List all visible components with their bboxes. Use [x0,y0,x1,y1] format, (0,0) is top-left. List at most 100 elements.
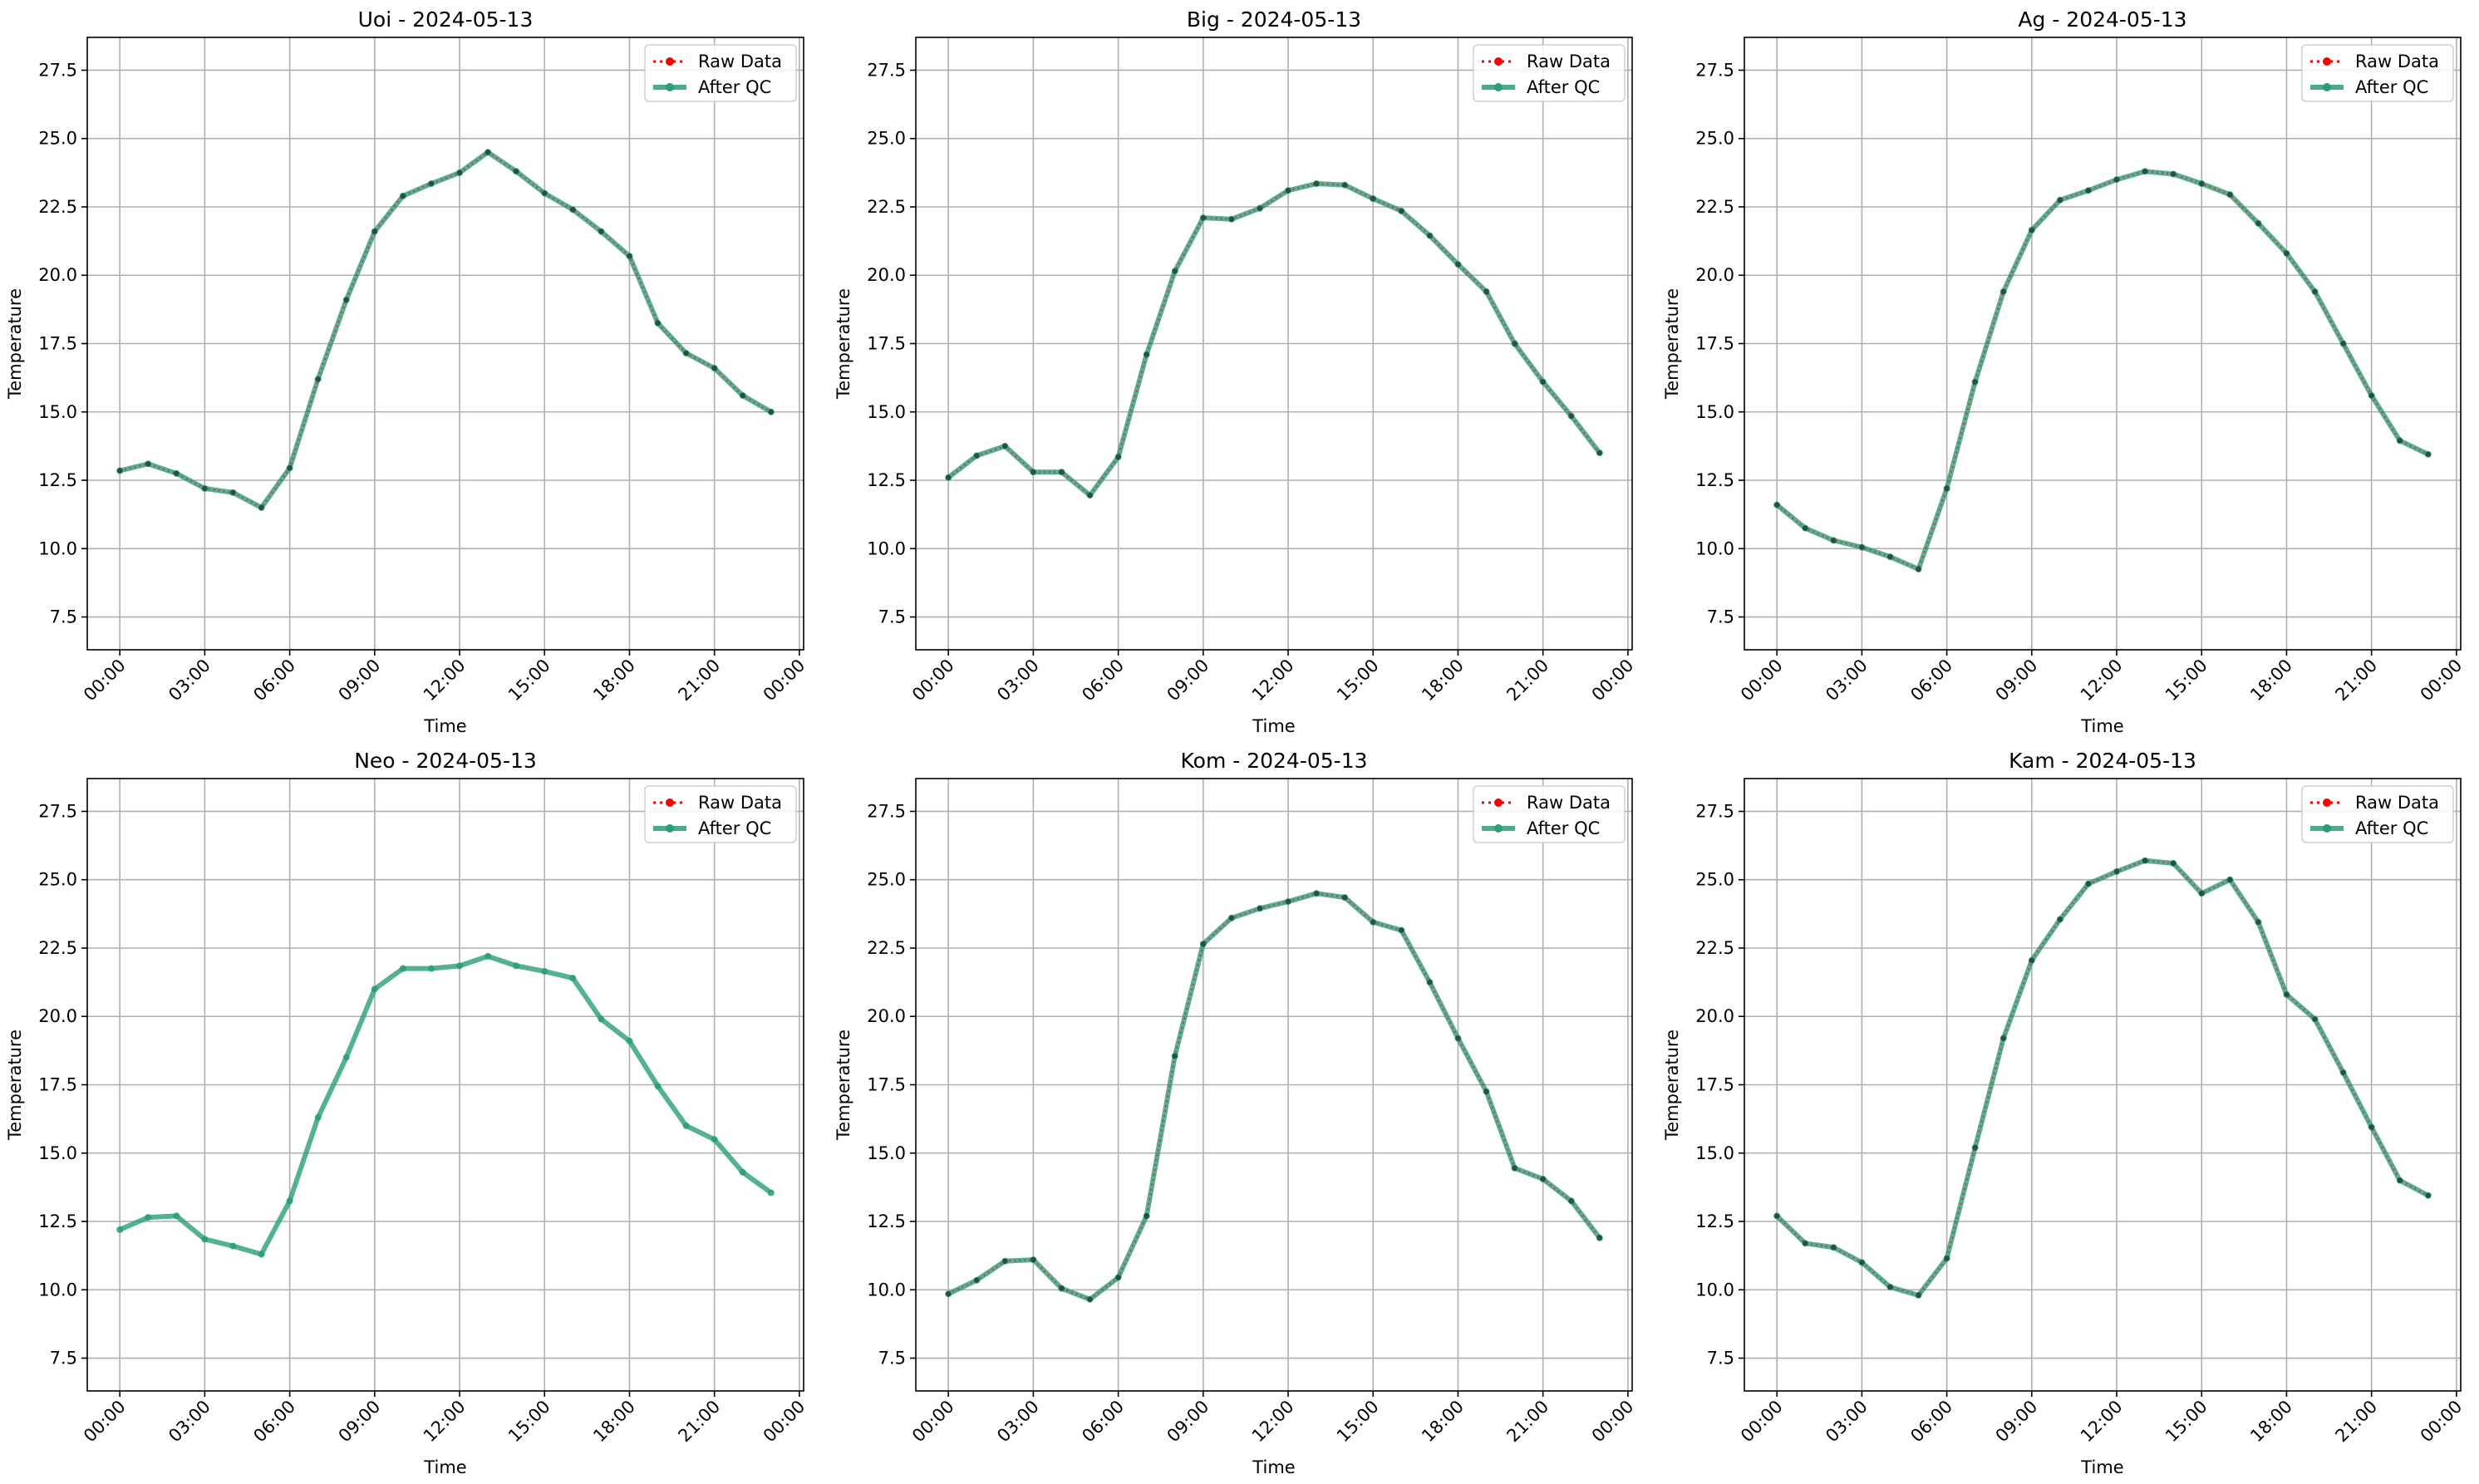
x-tick-label: 00:00 [80,1397,130,1447]
legend-raw-data-marker [1494,799,1503,807]
raw-data-point [1399,208,1404,214]
plot-area [1773,168,2432,572]
y-tick-label: 17.5 [867,1075,906,1095]
raw-data-point [2312,1016,2318,1022]
y-tick-label: 15.0 [867,1143,906,1163]
y-tick-label: 10.0 [867,538,906,558]
raw-data-point [1944,485,1950,492]
raw-data-point [2255,220,2261,226]
raw-data-point [570,207,576,213]
y-tick-label: 27.5 [1695,801,1734,821]
raw-data-point [1087,492,1093,499]
raw-data-point [945,474,952,480]
raw-data-point [2397,1177,2403,1183]
y-tick-label: 12.5 [1695,1211,1734,1231]
y-tick-label: 22.5 [38,938,77,958]
x-tick-label: 21:00 [674,1397,724,1447]
raw-data-point [1455,1035,1461,1041]
subplot-4: 7.5 10.0 12.5 15.0 17.5 20.0 22.5 25.0 27.5 00:00… [5,749,809,1477]
series-after-qc-line [118,953,773,1257]
y-tick-label: 22.5 [38,197,77,217]
grid [1744,779,2461,1391]
legend: Raw Data After QC [644,44,797,102]
legend-raw-data-label: Raw Data [2355,793,2439,813]
raw-data-point [1944,1256,1950,1261]
legend: Raw Data After QC [1473,44,1626,102]
y-tick-label: 17.5 [38,334,77,354]
x-tick-label: 15:00 [2162,656,2211,705]
raw-data-point [1483,1088,1489,1094]
x-tick-label: 21:00 [674,656,724,705]
raw-data-point [2000,288,2006,295]
y-tick-label: 27.5 [867,60,906,80]
raw-data-point [145,461,151,467]
y-tick-label: 20.0 [867,265,906,285]
x-tick-label: 15:00 [2162,1397,2211,1447]
y-tick-label: 22.5 [1695,197,1734,217]
legend-after-qc-marker [1494,83,1503,91]
raw-data-point [2170,171,2177,177]
after-qc-point [767,1189,775,1197]
x-tick-label: 12:00 [1248,1397,1298,1447]
x-tick-label: 18:00 [589,1397,639,1447]
raw-data-point [1399,927,1404,933]
raw-data-point [2199,890,2205,897]
legend-raw-data-marker [1494,57,1503,66]
legend: Raw Data After QC [2301,785,2454,843]
x-tick-label: 15:00 [1333,656,1383,705]
x-tick-label: 18:00 [1418,656,1468,705]
legend-after-qc-marker [1494,824,1503,833]
x-tick-label: 21:00 [1503,656,1552,705]
x-tick-label: 12:00 [2077,1397,2127,1447]
raw-data-point [1540,379,1546,385]
raw-data-point [2199,180,2205,187]
raw-data-point [116,468,123,474]
after-qc-point [201,1236,209,1243]
raw-data-point [1455,261,1461,268]
after-qc-point [314,1113,322,1121]
x-axis-label: Time [1252,1457,1295,1477]
grid [916,779,1632,1391]
raw-data-point [655,320,661,327]
raw-data-point [974,1277,980,1283]
after-qc-point [229,1242,237,1250]
x-tick-label: 18:00 [1418,1397,1468,1447]
x-tick-label: 00:00 [1737,1397,1787,1447]
after-qc-point [427,965,435,972]
legend-raw-data-marker [666,799,674,807]
raw-data-point [1002,443,1008,450]
raw-data-point [2425,451,2432,457]
x-tick-label: 06:00 [1078,1397,1128,1447]
x-tick-label: 00:00 [1588,1397,1638,1447]
legend-after-qc-marker [2323,824,2331,833]
raw-data-point [1916,1292,1921,1299]
raw-data-point [1427,979,1433,985]
y-tick-label: 7.5 [1707,1349,1734,1369]
raw-data-point [343,297,349,303]
raw-data-point [1144,1213,1149,1219]
after-qc-point [541,967,548,975]
subplot-title: Uoi - 2024-05-13 [358,7,534,32]
series-after-qc-line [1775,857,2430,1298]
y-tick-label: 10.0 [38,1280,77,1300]
plot-area [945,180,1603,499]
subplot-title: Big - 2024-05-13 [1187,7,1361,32]
x-tick-label: 21:00 [1503,1397,1552,1447]
raw-data-point [2340,341,2346,346]
after-qc-point [654,1083,662,1090]
raw-data-point [1285,188,1291,194]
legend-raw-data-marker [2323,57,2331,66]
after-qc-point [258,1251,265,1258]
legend-after-qc-label: After QC [1527,77,1600,97]
raw-data-point [945,1290,952,1297]
y-axis-label: Temperature [5,1029,25,1141]
raw-data-point [1228,915,1235,921]
raw-data-point [1341,894,1348,901]
x-tick-label: 21:00 [2331,1397,2381,1447]
legend-raw-data-label: Raw Data [1527,52,1611,71]
y-axis-label: Temperature [5,288,25,400]
x-tick-label: 18:00 [2246,656,2296,705]
raw-data-point [2113,176,2120,183]
legend-after-qc-marker [2323,83,2331,91]
y-tick-label: 17.5 [867,334,906,354]
